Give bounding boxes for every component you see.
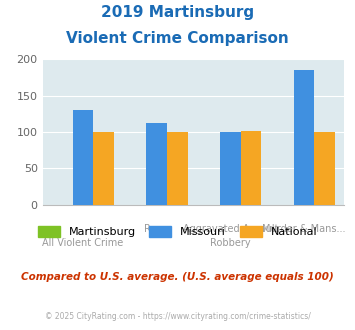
Bar (241, 131, 261, 205)
Bar (73, 110, 93, 205)
Text: 2019 Martinsburg: 2019 Martinsburg (101, 5, 254, 20)
Text: Compared to U.S. average. (U.S. average equals 100): Compared to U.S. average. (U.S. average … (21, 272, 334, 282)
Text: Violent Crime Comparison: Violent Crime Comparison (66, 31, 289, 46)
Legend: Martinsburg, Missouri, National: Martinsburg, Missouri, National (33, 222, 322, 242)
Text: Aggravated Assault: Aggravated Assault (182, 224, 278, 234)
Text: Robbery: Robbery (210, 238, 251, 248)
Text: Murder & Mans...: Murder & Mans... (262, 224, 346, 234)
Text: All Violent Crime: All Violent Crime (43, 238, 124, 248)
Text: Rape: Rape (144, 224, 169, 234)
Bar (93, 132, 114, 205)
Bar (314, 132, 335, 205)
Bar (294, 70, 314, 205)
Text: © 2025 CityRating.com - https://www.cityrating.com/crime-statistics/: © 2025 CityRating.com - https://www.city… (45, 312, 310, 321)
Bar (220, 132, 241, 205)
Bar (146, 123, 167, 205)
Bar (167, 132, 187, 205)
